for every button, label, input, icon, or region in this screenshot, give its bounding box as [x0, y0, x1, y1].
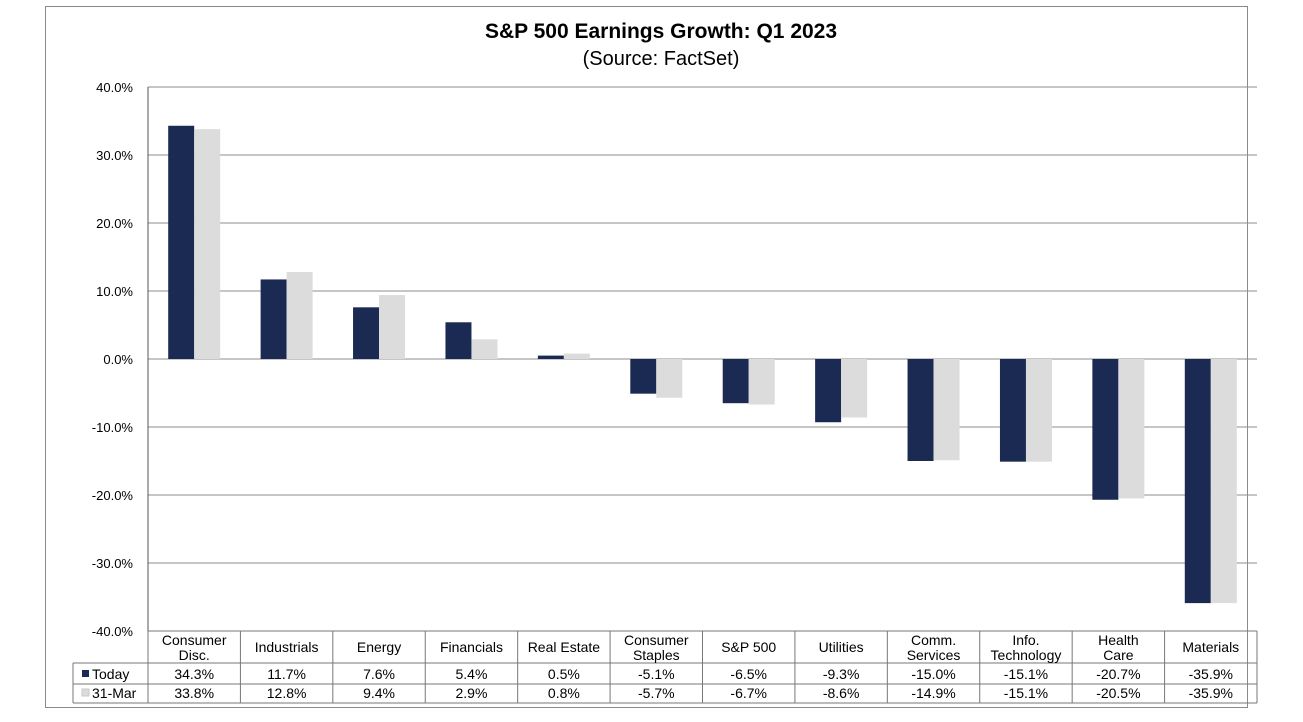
data-label: 0.5%	[548, 666, 580, 682]
bar-31-mar-0	[194, 129, 221, 359]
data-label: -35.9%	[1189, 685, 1233, 701]
legend-key-31-mar	[81, 688, 90, 697]
chart-title: S&P 500 Earnings Growth: Q1 2023	[485, 20, 837, 43]
data-label: -9.3%	[823, 666, 860, 682]
category-label: Consumer	[162, 632, 227, 648]
category-label: Disc.	[179, 647, 210, 663]
data-label: -5.7%	[638, 685, 675, 701]
bar-31-mar-3	[471, 339, 498, 359]
bar-31-mar-8	[933, 359, 960, 461]
data-label: 0.8%	[548, 685, 580, 701]
legend-key-today	[82, 670, 89, 677]
bar-31-mar-1	[286, 271, 313, 359]
data-label: 11.7%	[267, 666, 306, 682]
data-label: -20.5%	[1096, 685, 1140, 701]
bar-31-mar-11	[1210, 359, 1237, 604]
chart-frame	[45, 6, 1248, 708]
bar-today-10	[1092, 359, 1119, 500]
category-label: Real Estate	[528, 639, 601, 655]
gridlines	[148, 86, 1257, 632]
data-label: 5.4%	[455, 666, 487, 682]
data-label: 34.3%	[174, 666, 214, 682]
data-label: -6.7%	[730, 685, 767, 701]
bar-today-7	[815, 359, 842, 423]
bar-31-mar-10	[1118, 359, 1145, 499]
y-tick-label: 40.0%	[96, 80, 133, 95]
bar-today-6	[722, 359, 749, 404]
category-label: Comm.	[911, 632, 956, 648]
category-label: Energy	[357, 639, 401, 655]
legend-label: 31-Mar	[92, 685, 137, 701]
bar-31-mar-4	[563, 353, 590, 359]
category-label: Care	[1103, 647, 1134, 663]
y-tick-label: 0.0%	[103, 352, 133, 367]
data-label: 33.8%	[174, 685, 214, 701]
bar-31-mar-6	[748, 359, 775, 405]
bar-31-mar-9	[1025, 359, 1052, 462]
data-label: -15.1%	[1004, 666, 1048, 682]
category-label: Consumer	[624, 632, 689, 648]
category-label: Info.	[1012, 632, 1039, 648]
data-label: 12.8%	[267, 685, 307, 701]
category-label: Industrials	[255, 639, 319, 655]
chart-subtitle: (Source: FactSet)	[583, 48, 740, 70]
bar-today-0	[168, 125, 195, 359]
category-label: Staples	[633, 647, 680, 663]
y-tick-label: 20.0%	[96, 216, 133, 231]
data-label: -8.6%	[823, 685, 860, 701]
category-label: Services	[907, 647, 961, 663]
data-label: -14.9%	[911, 685, 955, 701]
data-label: -5.1%	[638, 666, 675, 682]
y-tick-label: -30.0%	[92, 556, 134, 571]
data-label: -6.5%	[730, 666, 767, 682]
y-tick-label: -40.0%	[92, 624, 134, 639]
y-tick-label: -20.0%	[92, 488, 134, 503]
bar-today-2	[353, 307, 380, 359]
axes: 40.0% 30.0% 20.0% 10.0% 0.0% -10.0% -20.0% -30.…	[92, 80, 149, 639]
data-label: 2.9%	[455, 685, 487, 701]
bar-31-mar-7	[841, 359, 868, 418]
bar-today-5	[630, 359, 657, 394]
category-label: S&P 500	[721, 639, 776, 655]
y-tick-label: 10.0%	[96, 284, 133, 299]
y-tick-label: -10.0%	[92, 420, 134, 435]
bars	[168, 125, 1237, 604]
bar-31-mar-2	[379, 295, 406, 359]
category-label: Technology	[991, 647, 1062, 663]
data-label: 9.4%	[363, 685, 395, 701]
data-label: -20.7%	[1096, 666, 1140, 682]
category-label: Financials	[440, 639, 503, 655]
bar-today-9	[999, 359, 1026, 462]
category-label: Utilities	[819, 639, 864, 655]
category-label: Health	[1098, 632, 1138, 648]
category-label: Materials	[1182, 639, 1239, 655]
bar-today-1	[260, 279, 287, 359]
data-label: 7.6%	[363, 666, 395, 682]
bar-today-3	[445, 322, 472, 359]
data-label: -15.1%	[1004, 685, 1048, 701]
bar-31-mar-5	[656, 359, 683, 398]
y-tick-label: 30.0%	[96, 148, 133, 163]
data-label: -35.9%	[1189, 666, 1233, 682]
bar-today-8	[907, 359, 934, 461]
legend-label: Today	[92, 666, 129, 682]
bar-today-4	[537, 355, 564, 359]
data-label: -15.0%	[911, 666, 955, 682]
bar-today-11	[1184, 359, 1211, 604]
